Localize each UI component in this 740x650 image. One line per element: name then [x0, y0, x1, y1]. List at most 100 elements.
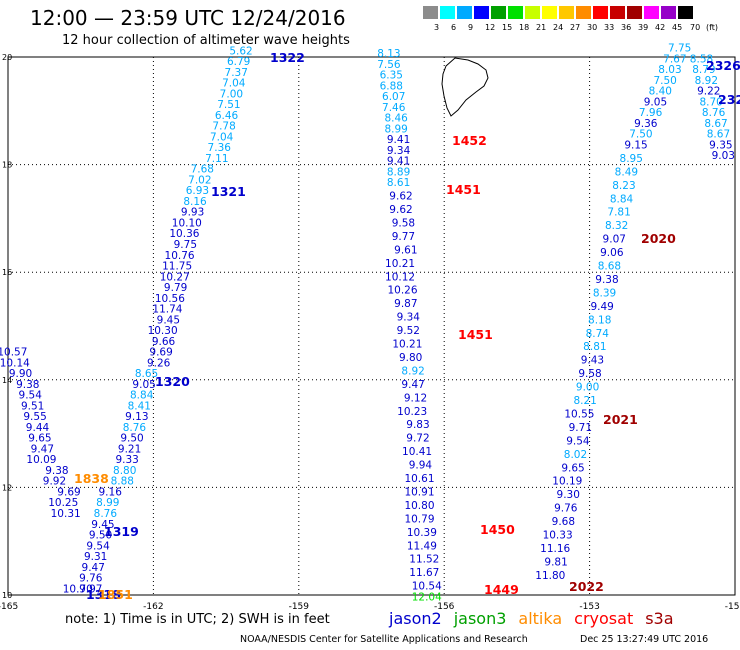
- wave-height-value: 6.93: [186, 185, 209, 197]
- wave-height-value: 10.31: [51, 508, 81, 520]
- wave-height-value: 9.34: [387, 145, 411, 157]
- x-tick-label: -156: [434, 602, 455, 612]
- wave-height-value: 9.16: [99, 486, 123, 498]
- wave-height-value: 10.26: [387, 285, 417, 297]
- satellite-legend-item: jason3: [453, 609, 507, 628]
- wave-height-value: 8.03: [658, 64, 681, 76]
- wave-height-value: 10.21: [392, 339, 422, 351]
- color-scale-label: 12: [485, 23, 496, 32]
- wave-height-value: 9.65: [561, 462, 584, 474]
- wave-height-value: 9.00: [576, 382, 599, 394]
- wave-height-value: 8.61: [387, 177, 410, 189]
- wave-height-value: 9.80: [399, 352, 422, 364]
- wave-height-value: 12.04: [412, 591, 442, 603]
- pass-time-label: 232: [718, 92, 740, 107]
- wave-height-value: 7.00: [220, 88, 243, 100]
- wave-height-value: 7.56: [377, 59, 401, 71]
- color-swatch: [592, 5, 609, 20]
- pass-time-label: 1451: [458, 327, 493, 342]
- wave-height-value: 9.05: [644, 96, 667, 108]
- wave-height-value: 8.58: [690, 53, 713, 65]
- wave-height-value: 10.80: [404, 500, 434, 512]
- wave-height-value: 11.75: [162, 261, 192, 273]
- map-subtitle: 12 hour collection of altimeter wave hei…: [62, 33, 350, 48]
- pass-time-label: 1851: [98, 587, 133, 602]
- wave-height-value: 7.67: [663, 53, 686, 65]
- wave-height-value: 9.65: [28, 433, 51, 445]
- wave-height-value: 10.19: [552, 476, 582, 488]
- color-scale-label: 33: [604, 23, 615, 32]
- wave-height-value: 8.49: [615, 166, 638, 178]
- wave-height-value: 8.76: [123, 422, 147, 434]
- wave-height-value: 7.04: [210, 131, 234, 143]
- wave-height-value: 9.50: [120, 433, 143, 445]
- wave-height-value: 10.10: [172, 217, 202, 229]
- wave-height-value: 8.23: [612, 180, 635, 192]
- pass-time-label: 1449: [484, 582, 519, 597]
- wave-height-value: 6.88: [380, 80, 403, 92]
- wave-height-value: 9.76: [79, 573, 103, 585]
- wave-height-value: 7.50: [629, 129, 652, 141]
- wave-height-value: 8.84: [130, 390, 154, 402]
- wave-height-value: 8.79: [692, 64, 715, 76]
- color-scale-label: 6: [451, 23, 457, 32]
- wave-height-value: 9.15: [624, 139, 647, 151]
- wave-height-value: 6.79: [227, 56, 250, 68]
- x-tick-label: -153: [579, 602, 599, 612]
- wave-height-value: 9.13: [125, 411, 148, 423]
- color-swatch: [422, 5, 439, 20]
- wave-height-value: 7.51: [217, 99, 240, 111]
- wave-height-value: 10.25: [48, 497, 78, 509]
- x-tick-label: -165: [0, 602, 18, 612]
- wave-height-value: 8.32: [605, 220, 628, 232]
- satellite-legend-item: jason2: [389, 609, 442, 628]
- wave-height-value: 8.92: [695, 75, 718, 87]
- wave-height-value: 7.46: [382, 102, 406, 114]
- pass-time-label: 1450: [480, 522, 515, 537]
- wave-height-value: 7.96: [639, 107, 663, 119]
- wave-height-value: 10.27: [160, 271, 190, 283]
- wave-height-value: 9.83: [406, 419, 429, 431]
- wave-height-value: 10.39: [407, 527, 437, 539]
- wave-height-value: 8.13: [377, 48, 400, 60]
- wave-height-value: 7.75: [668, 43, 691, 55]
- color-scale-labels: 3 6 9 12 15 18 21 24 27 30 33 36 39 42 45 70 (ft): [422, 23, 740, 35]
- wave-height-value: 9.50: [89, 530, 112, 542]
- wave-height-value: 10.79: [404, 513, 434, 525]
- wave-height-value: 9.22: [697, 86, 720, 98]
- wave-height-value: 10.36: [169, 228, 199, 240]
- wave-height-value: 11.74: [152, 304, 182, 316]
- wave-height-value: 8.46: [384, 113, 408, 125]
- x-tick-label: -162: [143, 602, 163, 612]
- wave-height-value: 9.72: [406, 433, 429, 445]
- pass-time-label: 1451: [446, 182, 481, 197]
- wave-height-value: 5.62: [229, 45, 252, 57]
- wave-height-value: 6.35: [380, 70, 403, 82]
- wave-height-value: 10.33: [543, 530, 573, 542]
- wave-height-value: 8.02: [564, 449, 587, 461]
- wave-height-value: 10.55: [564, 408, 594, 420]
- color-scale-label: 70: [690, 23, 701, 32]
- wave-height-value: 9.36: [634, 118, 658, 130]
- wave-height-value: 9.93: [181, 207, 204, 219]
- wave-height-value: 9.58: [392, 217, 415, 229]
- color-scale-legend: [422, 5, 694, 20]
- pass-time-label: 1319: [104, 524, 139, 539]
- pass-time-label: 1322: [270, 50, 305, 65]
- color-scale-label: 39: [638, 23, 649, 32]
- wave-height-value: 7.81: [607, 207, 630, 219]
- wave-height-value: 9.55: [23, 411, 46, 423]
- wave-height-value: 9.54: [86, 540, 110, 552]
- wave-height-value: 10.41: [402, 446, 432, 458]
- units-note: note: 1) Time is in UTC; 2) SWH is in fe…: [65, 612, 330, 627]
- color-scale-label: 15: [502, 23, 513, 32]
- wave-height-value: 8.76: [94, 508, 118, 520]
- wave-height-value: 9.61: [394, 244, 417, 256]
- wave-height-value: 7.02: [188, 174, 211, 186]
- color-swatch: [439, 5, 456, 20]
- wave-height-value: 9.92: [43, 476, 66, 488]
- satellite-legend-item: altika: [518, 609, 563, 628]
- y-tick-label: 12: [2, 483, 12, 492]
- wave-height-value: 7.78: [212, 121, 235, 133]
